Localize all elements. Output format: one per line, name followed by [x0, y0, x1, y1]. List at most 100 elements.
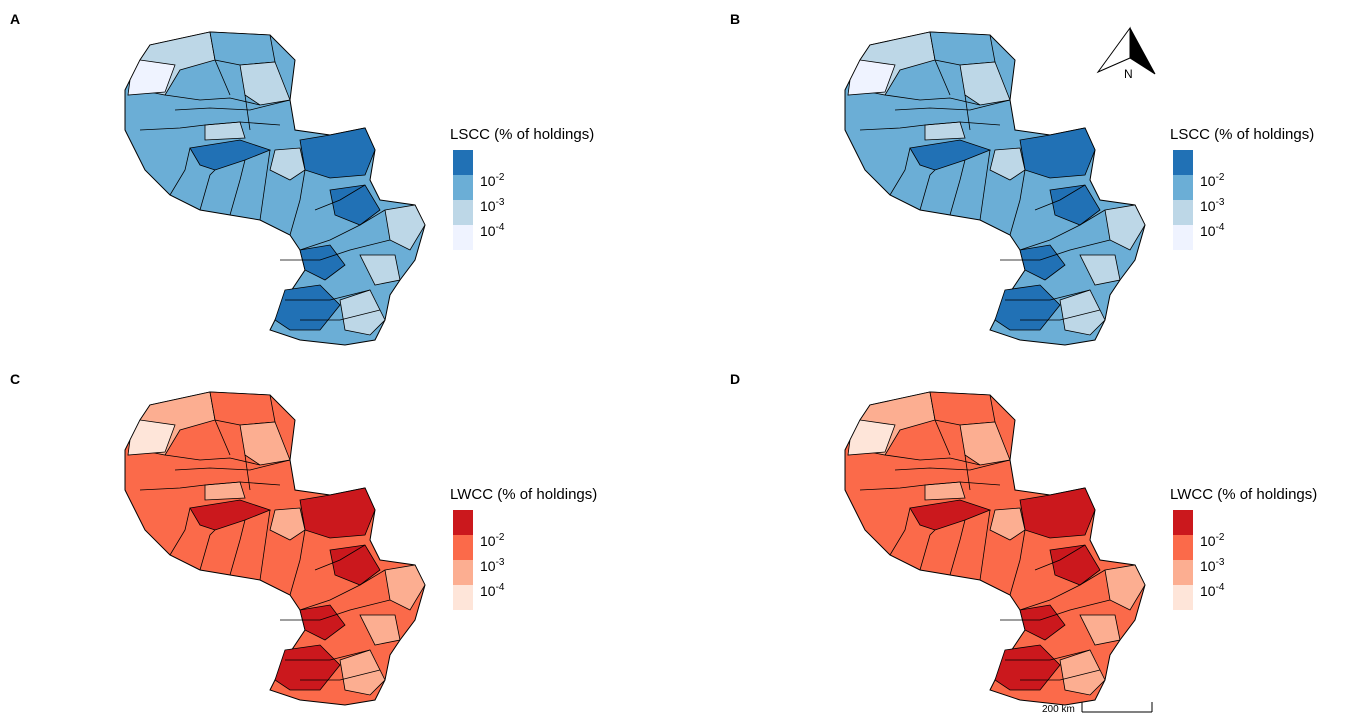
- district-border: [299, 209, 386, 251]
- district-border: [280, 239, 391, 261]
- legend-label: 10-4: [480, 582, 505, 599]
- district: [1079, 614, 1121, 646]
- district-border: [859, 121, 1001, 131]
- legend-swatch: [453, 510, 473, 535]
- district-border: [169, 507, 191, 556]
- district: [989, 147, 1026, 181]
- district: [847, 419, 896, 456]
- district: [127, 59, 176, 96]
- district-border: [1009, 169, 1026, 236]
- district: [959, 421, 1011, 466]
- district: [339, 289, 386, 336]
- district-border: [164, 454, 261, 466]
- district-border: [244, 94, 251, 131]
- legend-label: 10-2: [480, 532, 505, 549]
- label-base: 10: [1200, 198, 1216, 214]
- district: [1104, 564, 1146, 611]
- district-border: [1020, 309, 1101, 321]
- district: [239, 421, 291, 466]
- district-border: [229, 159, 246, 216]
- district-border: [164, 94, 261, 106]
- label-base: 10: [1200, 533, 1216, 549]
- district: [359, 254, 401, 286]
- legend-label: 10-4: [480, 222, 505, 239]
- map: [124, 31, 426, 346]
- district-border: [259, 149, 271, 221]
- district-border: [1009, 529, 1026, 596]
- district: [299, 487, 376, 539]
- legend-label: 10-3: [480, 197, 505, 214]
- district: [959, 61, 1011, 106]
- label-exponent: -3: [1216, 197, 1225, 208]
- scale-bar: 200 km: [1042, 702, 1153, 713]
- district: [989, 507, 1026, 541]
- district-border: [884, 94, 981, 106]
- label-exponent: -3: [1216, 557, 1225, 568]
- district: [847, 59, 896, 96]
- district: [994, 284, 1061, 331]
- district-border: [894, 99, 1011, 111]
- label-exponent: -4: [1216, 582, 1225, 593]
- legend-swatch: [453, 225, 473, 250]
- legend-label: 10-2: [1200, 172, 1225, 189]
- district: [384, 564, 426, 611]
- district: [1019, 604, 1066, 641]
- legend-swatch: [1173, 150, 1193, 175]
- district-border: [244, 454, 251, 491]
- legend-label: 10-4: [1200, 582, 1225, 599]
- district-border: [300, 309, 381, 321]
- legend-swatch: [1173, 175, 1193, 200]
- district: [209, 31, 276, 66]
- map: [844, 31, 1146, 346]
- north-arrow: N: [1096, 26, 1156, 81]
- label-base: 10: [1200, 223, 1216, 239]
- district: [329, 544, 381, 586]
- country-outline: [844, 31, 1146, 346]
- north-label: N: [1124, 67, 1133, 81]
- district-border: [174, 99, 291, 111]
- panel-label: C: [10, 371, 20, 387]
- district: [1104, 204, 1146, 251]
- district-border: [894, 459, 1011, 471]
- label-exponent: -4: [496, 222, 505, 233]
- district-border: [919, 169, 936, 211]
- district-border: [199, 169, 216, 211]
- district-border: [1000, 599, 1111, 621]
- label-base: 10: [480, 558, 496, 574]
- district: [329, 184, 381, 226]
- panel-label: A: [10, 11, 20, 27]
- country-outline: [124, 391, 426, 706]
- label-exponent: -2: [1216, 172, 1225, 183]
- district-border: [949, 519, 966, 576]
- district-border: [214, 419, 231, 456]
- district: [1019, 244, 1066, 281]
- district-border: [214, 59, 231, 96]
- legend-swatch: [453, 150, 473, 175]
- district: [1049, 544, 1101, 586]
- legend-label: 10-4: [1200, 222, 1225, 239]
- label-exponent: -2: [1216, 532, 1225, 543]
- district-border: [889, 147, 911, 196]
- district: [1059, 649, 1106, 696]
- district: [269, 507, 306, 541]
- arrow-right: [1129, 27, 1156, 75]
- country-outline: [844, 391, 1146, 706]
- district: [299, 244, 346, 281]
- district: [269, 147, 306, 181]
- district: [994, 644, 1061, 691]
- district: [274, 644, 341, 691]
- legend-label: 10-3: [480, 557, 505, 574]
- country-outline: [124, 31, 426, 346]
- district: [384, 204, 426, 251]
- label-base: 10: [480, 223, 496, 239]
- label-base: 10: [480, 583, 496, 599]
- map: [124, 391, 426, 706]
- label-base: 10: [480, 173, 496, 189]
- legend-label: 10-2: [1200, 532, 1225, 549]
- district-border: [1019, 569, 1106, 611]
- label-exponent: -3: [496, 557, 505, 568]
